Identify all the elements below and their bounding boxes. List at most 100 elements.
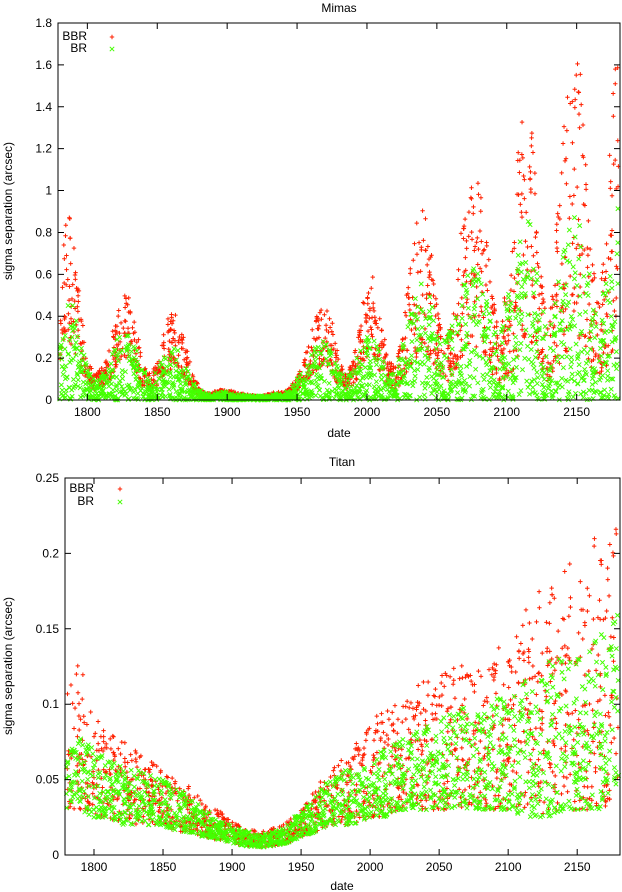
data-point-bbr xyxy=(534,250,539,255)
data-point-bbr xyxy=(61,242,67,248)
data-point-br xyxy=(605,368,611,374)
data-point-bbr xyxy=(557,203,562,208)
data-point-bbr xyxy=(70,282,75,287)
data-point-br xyxy=(532,316,538,322)
data-point-bbr xyxy=(461,223,467,229)
data-point-br xyxy=(569,359,575,365)
data-point-bbr xyxy=(172,330,177,336)
data-point-br xyxy=(585,292,591,298)
data-point-bbr xyxy=(527,177,533,182)
data-point-bbr xyxy=(550,294,555,299)
data-point-bbr xyxy=(100,785,105,790)
data-point-bbr xyxy=(528,186,534,192)
data-point-bbr xyxy=(534,692,539,697)
data-point-bbr xyxy=(601,350,606,356)
y-tick-label: 0.4 xyxy=(35,309,52,323)
data-point-bbr xyxy=(472,244,478,249)
data-point-bbr xyxy=(412,332,417,337)
data-point-bbr xyxy=(604,311,609,317)
data-point-bbr xyxy=(537,605,542,610)
data-point-bbr xyxy=(483,263,489,269)
data-point-bbr xyxy=(123,296,129,301)
data-point-bbr xyxy=(463,255,468,260)
data-point-br xyxy=(531,290,537,296)
data-point-bbr xyxy=(369,286,374,291)
data-point-br xyxy=(135,390,141,397)
data-point-br xyxy=(455,390,461,396)
data-point-bbr xyxy=(509,669,514,675)
data-point-bbr xyxy=(608,179,613,184)
data-point-bbr xyxy=(425,244,431,249)
data-point-br xyxy=(449,323,455,329)
data-point-br xyxy=(610,324,616,330)
data-point-bbr xyxy=(586,301,592,307)
data-point-bbr xyxy=(110,329,115,334)
data-point-bbr xyxy=(138,354,143,359)
data-point-bbr xyxy=(605,314,610,319)
data-point-bbr xyxy=(458,231,464,236)
data-point-bbr xyxy=(475,235,480,241)
data-point-bbr xyxy=(323,323,329,328)
data-point-bbr xyxy=(185,349,190,354)
data-point-bbr xyxy=(172,781,178,786)
data-point-br xyxy=(70,356,76,362)
data-point-bbr xyxy=(374,713,379,719)
data-point-bbr xyxy=(476,246,481,252)
data-point-bbr xyxy=(545,646,550,651)
data-point-bbr xyxy=(539,673,544,678)
data-point-bbr xyxy=(527,164,532,170)
data-point-bbr xyxy=(537,798,542,803)
data-point-bbr xyxy=(130,325,135,330)
data-point-bbr xyxy=(570,201,575,207)
data-point-bbr xyxy=(586,218,591,224)
data-point-br xyxy=(373,379,379,385)
data-point-bbr xyxy=(421,238,426,243)
data-point-bbr xyxy=(481,703,486,708)
data-point-bbr xyxy=(486,762,491,768)
data-point-bbr xyxy=(169,340,175,345)
data-point-br xyxy=(540,309,546,315)
data-point-br xyxy=(531,365,537,371)
data-point-bbr xyxy=(459,663,464,669)
data-point-bbr xyxy=(330,332,336,337)
data-point-bbr xyxy=(573,97,578,102)
data-point-bbr xyxy=(316,323,322,328)
data-point-bbr xyxy=(75,286,81,292)
data-point-bbr xyxy=(528,169,533,175)
data-point-bbr xyxy=(101,728,106,733)
data-point-br xyxy=(559,375,565,381)
data-point-br xyxy=(561,341,567,347)
data-point-bbr xyxy=(108,771,113,777)
data-point-br xyxy=(575,381,581,387)
data-point-br xyxy=(604,377,611,383)
data-point-bbr xyxy=(585,252,591,258)
data-point-bbr xyxy=(116,342,121,347)
data-point-bbr xyxy=(381,730,386,735)
data-point-bbr xyxy=(379,711,384,716)
data-point-bbr xyxy=(382,739,388,745)
data-point-br xyxy=(486,311,492,317)
data-point-br xyxy=(80,379,86,385)
data-point-bbr xyxy=(334,380,340,385)
data-point-bbr xyxy=(484,695,490,700)
legend-label-bbr: BBR xyxy=(62,29,87,43)
data-point-bbr xyxy=(612,308,617,314)
data-point-bbr xyxy=(521,252,526,258)
data-point-bbr xyxy=(436,316,441,321)
data-point-bbr xyxy=(554,720,559,726)
data-point-bbr xyxy=(78,806,83,812)
data-point-br xyxy=(478,281,484,287)
data-point-bbr xyxy=(589,278,595,284)
data-point-bbr xyxy=(536,757,541,762)
data-point-bbr xyxy=(432,694,438,699)
data-point-bbr xyxy=(334,348,340,353)
data-point-bbr xyxy=(452,695,458,701)
data-point-bbr xyxy=(474,240,479,245)
data-point-bbr xyxy=(331,346,337,352)
data-point-br xyxy=(542,323,548,330)
data-point-br xyxy=(563,292,569,298)
data-point-br xyxy=(448,379,454,385)
data-point-bbr xyxy=(147,769,152,775)
data-point-bbr xyxy=(451,666,456,671)
data-point-bbr xyxy=(466,209,472,215)
